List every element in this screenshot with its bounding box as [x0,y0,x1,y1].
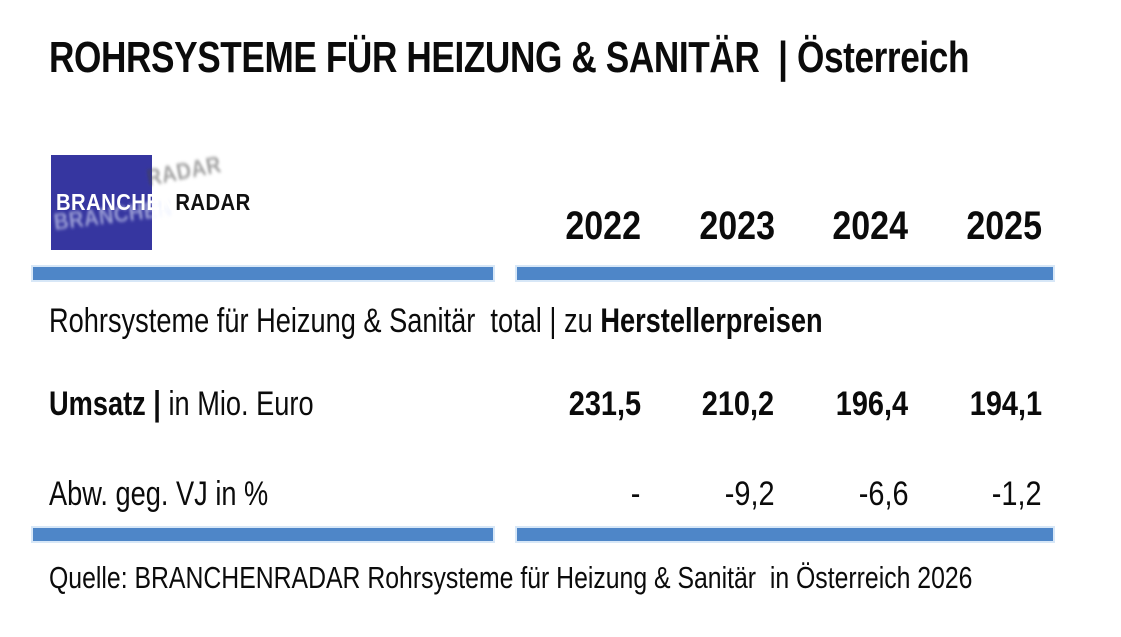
table-cell: - [631,475,641,513]
table-cell: -9,2 [724,475,775,513]
branchenradar-logo: RADAR BRANCHEN BRANCHENRADAR [51,150,311,255]
logo-text-branchen: BRANCHEN [56,189,176,215]
row-label-abweichung: Abw. geg. VJ in % [49,475,269,513]
section-title: Rohrsysteme für Heizung & Sanitär total … [49,302,1016,340]
divider-bar-bottom-right [517,528,1053,541]
year-column-header: 2023 [698,204,775,248]
table-cell: 210,2 [702,385,775,423]
table-cell: 196,4 [835,385,909,423]
logo-blue-square [51,155,152,250]
table-cell: 231,5 [568,385,641,423]
table-cell: -6,6 [858,475,909,513]
year-header-row: 2022 2023 2024 2025 [507,206,1042,246]
logo-ghost-radar: RADAR [144,150,224,191]
table-cell: -1,2 [992,475,1042,513]
page-title: ROHRSYSTEME FÜR HEIZUNG & SANITÄR | Öste… [49,33,970,82]
table-cell: 194,1 [969,385,1042,423]
divider-bar-top-left [33,267,493,280]
row-label-umsatz: Umsatz | in Mio. Euro [49,385,314,423]
section-title-regular: Rohrsysteme für Heizung & Sanitär total … [49,302,601,340]
section-title-bold: Herstellerpreisen [600,302,823,340]
year-column-header: 2025 [966,204,1042,248]
year-column-header: 2022 [565,204,641,248]
logo-wordmark: BRANCHENRADAR [56,191,277,214]
year-column-header: 2024 [832,204,909,248]
divider-bar-bottom-left [33,528,493,541]
divider-bar-top-right [517,267,1053,280]
row-values-abweichung: - -9,2 -6,6 -1,2 [507,475,1042,513]
row-values-umsatz: 231,5 210,2 196,4 194,1 [507,385,1042,423]
source-line: Quelle: BRANCHENRADAR Rohrsysteme für He… [49,560,973,595]
logo-text-radar: RADAR [175,189,251,215]
